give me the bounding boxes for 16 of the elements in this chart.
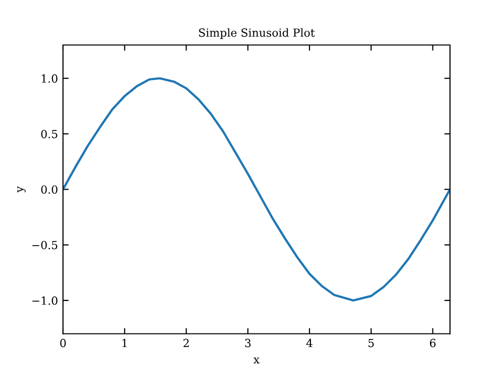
y-tick-label: 1.0 [42,74,58,83]
x-tick-label: 0 [60,338,66,348]
y-tick-label: 0.5 [41,130,58,138]
x-tick-label: 1 [122,338,127,348]
y-tick-label: −1.0 [32,296,58,305]
y-axis-title: y [17,186,26,193]
x-tick-label: 2 [183,338,189,348]
x-tick-label: 6 [430,338,436,348]
chart-title: Simple Sinusoid Plot [199,28,315,39]
x-axis-title: x [254,358,260,364]
x-tick-label: 3 [245,338,251,348]
y-tick-label: −0.5 [32,240,58,250]
line-series [63,77,450,302]
x-tick-label: 5 [368,338,374,348]
y-tick-label: 0.0 [41,185,58,194]
x-tick-label: 4 [306,338,312,348]
